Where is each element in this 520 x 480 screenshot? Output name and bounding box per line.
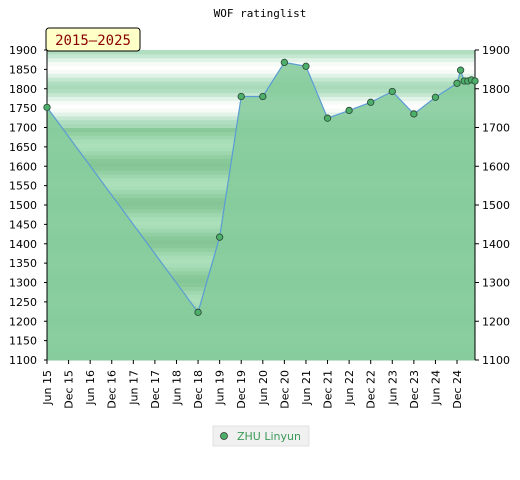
y-tick-label-left: 1100 — [9, 354, 37, 367]
x-tick-label: Dec 24 — [451, 370, 464, 409]
x-tick-label: Dec 21 — [322, 370, 335, 409]
data-point — [280, 58, 289, 67]
data-point — [215, 233, 224, 241]
data-point — [194, 308, 202, 316]
y-tick-label-left: 1450 — [9, 218, 37, 231]
x-tick-label: Jun 16 — [84, 370, 97, 406]
x-tick-label: Dec 18 — [192, 370, 205, 409]
y-tick-label-left: 1700 — [9, 122, 37, 135]
y-tick-label-left: 1300 — [9, 277, 37, 290]
y-axis-right: 1100 1200 1300 1400 1500 1600 1700 1800 1900 — [475, 44, 510, 367]
data-point — [410, 110, 418, 118]
year-range-badge: 2015–2025 — [45, 27, 141, 52]
y-tick-label-left: 1800 — [9, 83, 37, 96]
data-point — [453, 79, 461, 87]
x-tick-label: Dec 15 — [63, 370, 76, 409]
series-markers — [43, 58, 479, 316]
data-point — [43, 103, 51, 112]
y-tick-label-left: 1350 — [9, 257, 37, 270]
x-tick-label: Jun 22 — [343, 370, 356, 406]
legend-box — [212, 425, 310, 447]
background-band — [47, 88, 475, 94]
data-point — [302, 62, 310, 70]
y-tick-label-left: 1150 — [9, 335, 37, 348]
legend-series-name: ZHU Linyun — [237, 430, 301, 443]
y-tick-label-left: 1600 — [9, 160, 37, 173]
x-tick-label: Dec 22 — [365, 370, 378, 409]
x-tick-label: Jun 20 — [257, 370, 270, 406]
y-tick-label-right: 1100 — [482, 354, 510, 367]
x-tick-label: Dec 16 — [106, 370, 119, 409]
x-axis: Jun 15 Dec 15 Jun 16 Dec 16 Jun 17 Dec 17 Jun … — [41, 360, 464, 409]
legend-marker-icon — [220, 432, 228, 440]
y-tick-label-right: 1900 — [482, 44, 510, 57]
x-tick-label: Jun 19 — [214, 370, 227, 406]
y-tick-label-right: 1800 — [482, 83, 510, 96]
x-tick-label: Dec 17 — [149, 370, 162, 409]
data-point — [367, 98, 375, 106]
background-band — [47, 57, 475, 63]
data-point — [259, 92, 267, 101]
background-band — [47, 50, 475, 55]
data-point — [471, 77, 479, 85]
background-band — [47, 61, 475, 66]
series-fill — [47, 62, 475, 360]
x-tick-label: Jun 23 — [386, 370, 399, 406]
series-area — [47, 62, 475, 360]
badge-box — [45, 27, 141, 52]
badge-label: 2015–2025 — [55, 33, 131, 49]
y-tick-label-right: 1300 — [482, 277, 510, 290]
y-tick-label-left: 1400 — [9, 238, 37, 251]
data-point — [345, 106, 353, 115]
y-tick-label-right: 1400 — [482, 238, 510, 251]
y-tick-label-left: 1200 — [9, 315, 37, 328]
y-tick-label-left: 1550 — [9, 180, 37, 193]
x-tick-label: Dec 19 — [235, 370, 248, 409]
x-tick-label: Dec 20 — [278, 370, 291, 409]
y-tick-label-left: 1900 — [9, 44, 37, 57]
y-tick-label-left: 1850 — [9, 63, 37, 76]
y-tick-label-left: 1750 — [9, 102, 37, 115]
background-band — [47, 77, 475, 82]
x-tick-label: Jun 24 — [429, 370, 442, 406]
data-point — [237, 92, 245, 101]
y-axis-left: 1100 1150 1200 1250 1300 1350 1400 1450 1500 1550… — [9, 44, 47, 367]
background-band — [47, 53, 475, 59]
data-point — [456, 66, 465, 74]
data-point — [431, 93, 440, 101]
x-tick-label: Jun 15 — [41, 370, 54, 406]
y-tick-label-right: 1700 — [482, 122, 510, 135]
y-tick-label-left: 1650 — [9, 141, 37, 154]
background-band — [47, 84, 475, 90]
background-band — [47, 65, 475, 70]
y-tick-label-right: 1600 — [482, 160, 510, 173]
x-tick-label: Dec 23 — [408, 370, 421, 409]
legend[interactable]: ZHU Linyun — [212, 425, 310, 447]
background-band — [47, 69, 475, 74]
x-tick-label: Jun 17 — [127, 370, 140, 406]
y-tick-label-right: 1500 — [482, 199, 510, 212]
data-point — [323, 114, 332, 122]
chart-title: WOF ratinglist — [214, 7, 307, 20]
y-tick-label-left: 1250 — [9, 296, 37, 309]
data-point — [388, 87, 396, 96]
y-tick-label-left: 1500 — [9, 199, 37, 212]
background-band — [47, 73, 475, 78]
y-tick-label-right: 1200 — [482, 315, 510, 328]
x-tick-label: Jun 18 — [170, 370, 183, 406]
background-band — [47, 81, 475, 86]
x-tick-label: Jun 21 — [300, 370, 313, 406]
